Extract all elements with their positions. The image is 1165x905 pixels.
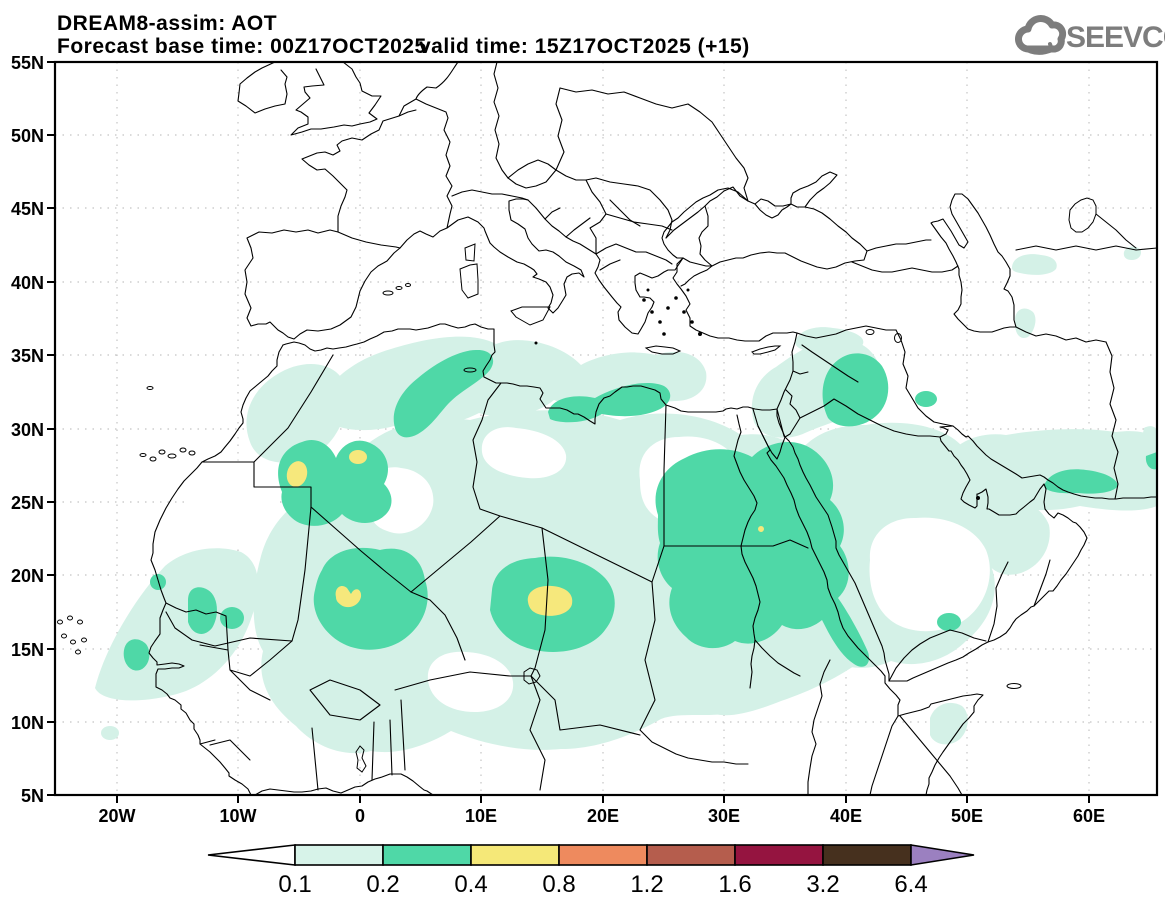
- lon-label: 40E: [830, 806, 862, 826]
- legend-label: 0.4: [454, 871, 487, 898]
- lon-label: 20W: [98, 806, 135, 826]
- lat-label: 15N: [11, 640, 44, 660]
- lake-chad: [523, 667, 541, 685]
- seevccc-logo: SEEVCCC: [1015, 15, 1165, 55]
- legend-arrow-below-min: [207, 844, 296, 866]
- coast-italy: [399, 198, 585, 314]
- coast-aegean-turkey: [672, 257, 798, 342]
- lon-axis: 20W 10W 0 10E 20E 30E 40E 50E 60E: [98, 806, 1105, 826]
- country-borders: [165, 62, 1157, 795]
- header: DREAM8-assim: AOT Forecast base time: 00…: [57, 12, 750, 58]
- lat-label: 5N: [21, 786, 44, 806]
- lake-volta: [355, 745, 367, 773]
- colorbar-legend: 0.1 0.2 0.4 0.8 1.2 1.6 3.2 6.4: [207, 844, 975, 898]
- coastlines: [148, 62, 1157, 795]
- lat-label: 35N: [11, 346, 44, 366]
- lon-label: 20E: [587, 806, 619, 826]
- coast-levant-maghreb: [282, 323, 798, 425]
- coast-crimea: [754, 198, 792, 219]
- coast-arabia: [783, 425, 1088, 682]
- lat-label: 40N: [11, 273, 44, 293]
- legend-cell-6: [822, 844, 912, 866]
- legend-cell-1: [382, 844, 472, 866]
- legend-label: 3.2: [806, 871, 839, 898]
- lat-label: 50N: [11, 126, 44, 146]
- legend-cell-4: [646, 844, 736, 866]
- legend-label: 1.2: [630, 871, 663, 898]
- lat-label: 55N: [11, 53, 44, 73]
- legend-cell-5: [734, 844, 824, 866]
- island-socotra: [1006, 683, 1022, 689]
- legend-arrow-above-max: [910, 844, 975, 866]
- island-corsica: [464, 243, 476, 262]
- legend-label: 0.2: [366, 871, 399, 898]
- lat-axis: 55N 50N 45N 40N 35N 30N 25N 20N 15N 10N …: [11, 53, 44, 806]
- island-cyprus: [751, 345, 782, 355]
- island-crete: [644, 345, 682, 355]
- lat-label: 25N: [11, 493, 44, 513]
- legend-label: 0.8: [542, 871, 575, 898]
- island-sardinia: [459, 263, 479, 299]
- lake-van: [865, 329, 875, 335]
- lon-label: 60E: [1073, 806, 1105, 826]
- legend-label: 1.6: [718, 871, 751, 898]
- aral-sea: [1068, 197, 1097, 233]
- lon-label: 0: [355, 806, 365, 826]
- forecast-base-time: Forecast base time: 00Z17OCT2025: [57, 35, 427, 58]
- lat-label: 45N: [11, 199, 44, 219]
- lon-label: 10W: [219, 806, 256, 826]
- coast-nw-europe: [301, 62, 459, 233]
- border-pyrenees: [337, 231, 401, 249]
- legend-label: 0.1: [278, 871, 311, 898]
- chott-tunisia: [463, 367, 477, 373]
- coast-gulf-of-guinea: [254, 773, 434, 795]
- coast-black-sea-west: [661, 187, 756, 259]
- legend-cell-2: [470, 844, 560, 866]
- axis-ticks: [47, 61, 1090, 803]
- legend-cell-3: [558, 844, 648, 866]
- island-sicily: [510, 306, 551, 326]
- coast-iberia: [244, 229, 401, 340]
- lon-label: 30E: [708, 806, 740, 826]
- contour-level-0.4: [286, 450, 764, 616]
- nile-river: [733, 414, 761, 689]
- lat-label: 20N: [11, 566, 44, 586]
- lat-label: 30N: [11, 420, 44, 440]
- coast-west-africa: [148, 344, 284, 795]
- aot-shading: [95, 246, 1157, 754]
- lon-label: 10E: [465, 806, 497, 826]
- legend-labels: 0.1 0.2 0.4 0.8 1.2 1.6 3.2 6.4: [278, 871, 927, 898]
- coast-ireland: [237, 62, 288, 114]
- coast-black-sea-south: [682, 250, 868, 270]
- small-islands: [57, 283, 980, 655]
- lat-label: 10N: [11, 713, 44, 733]
- valid-time: valid time: 15Z17OCT2025 (+15): [419, 35, 750, 58]
- page-title: DREAM8-assim: AOT: [57, 12, 277, 35]
- cloud-arrow-icon: [1015, 15, 1067, 55]
- coast-ukraine-nw: [680, 186, 749, 287]
- coast-balkans-greece: [527, 199, 684, 335]
- coast-britain: [290, 62, 382, 136]
- legend-cell-0: [294, 844, 384, 866]
- blue-nile: [754, 639, 801, 677]
- coast-caspian: [930, 193, 1017, 333]
- logo-text: SEEVCCC: [1066, 21, 1165, 54]
- coast-black-sea-east: [804, 206, 868, 252]
- lon-label: 50E: [951, 806, 983, 826]
- coast-azov: [790, 171, 838, 208]
- coast-red-sea-africa: [757, 425, 984, 795]
- legend-label: 6.4: [894, 871, 927, 898]
- plot-frame: 55N 50N 45N 40N 35N 30N 25N 20N 15N 10N …: [11, 53, 1159, 826]
